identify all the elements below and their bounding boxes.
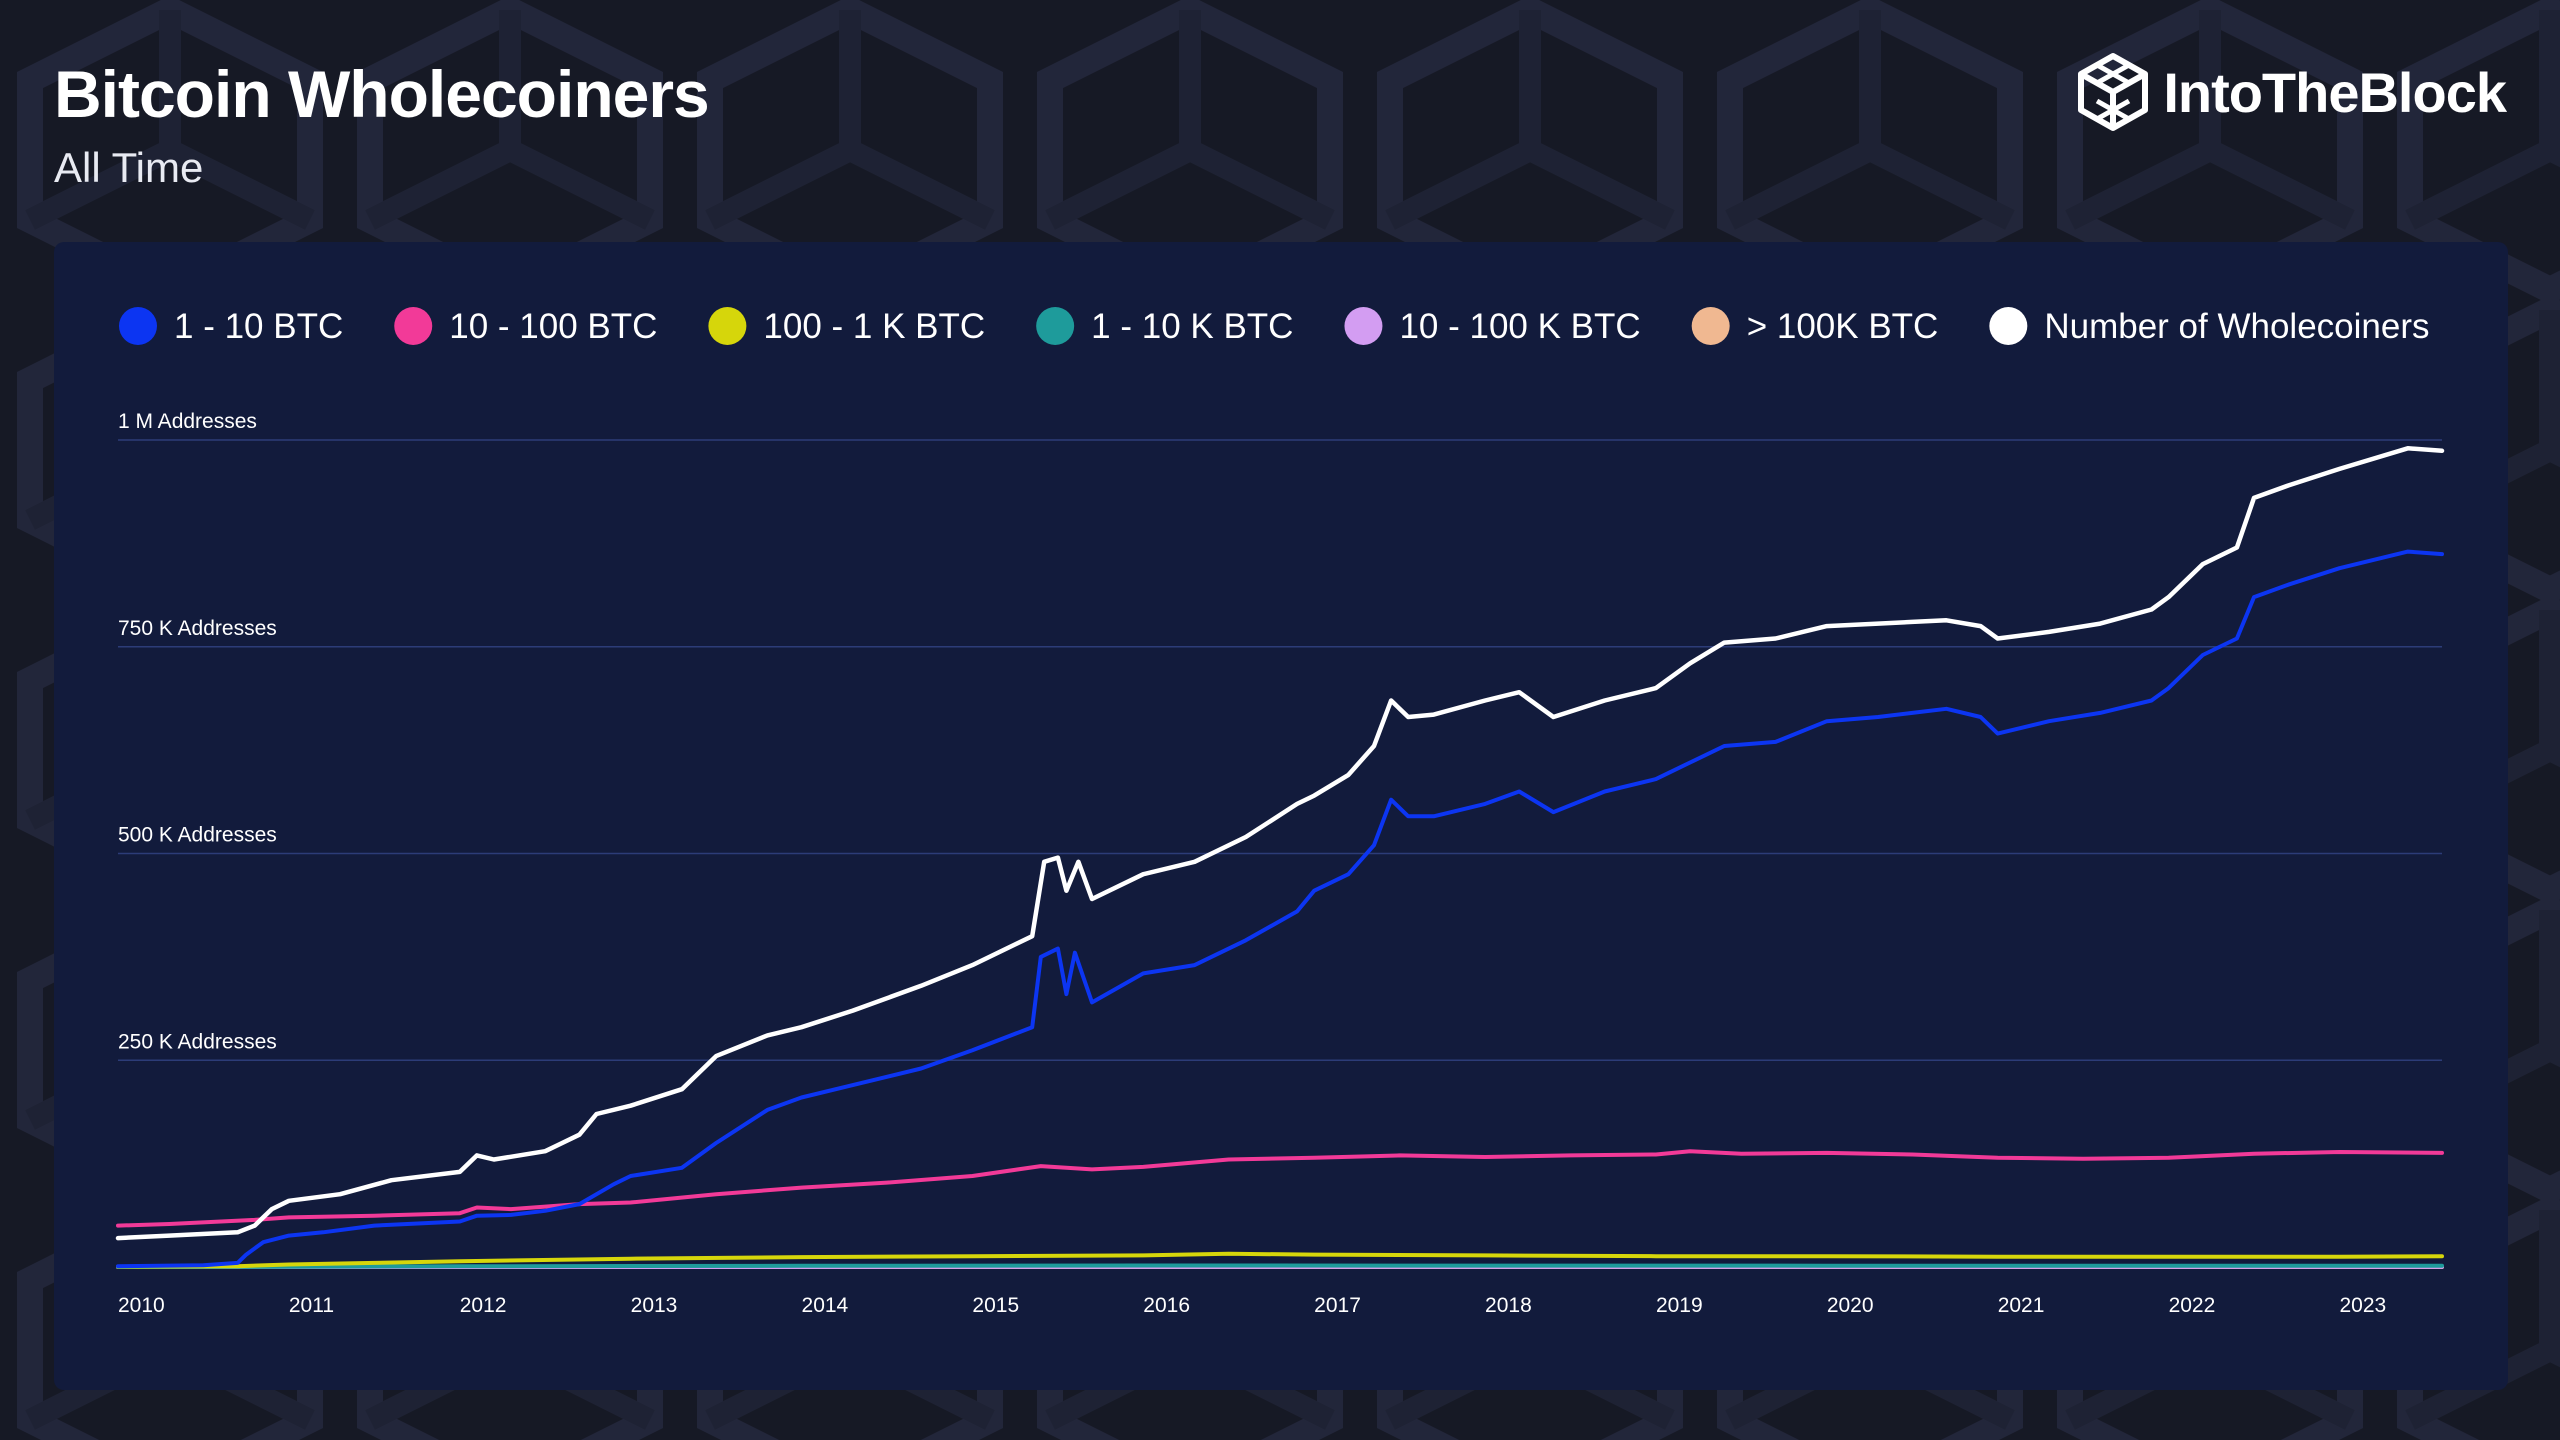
x-tick-label: 2014 (802, 1294, 849, 1317)
x-axis-labels: 2010 2011 2012 2013 2014 2015 2016 2017 2018 2019… (118, 1294, 2386, 1317)
x-tick-label: 2013 (631, 1294, 678, 1317)
x-tick-label: 2015 (972, 1294, 1019, 1317)
series-line-1-10-btc (116, 549, 2444, 1269)
brand-logo: IntoTheBlock (2077, 52, 2507, 132)
legend-label: > 100K BTC (1747, 307, 1939, 346)
legend-label: 10 - 100 K BTC (1399, 307, 1640, 346)
x-tick-label: 2012 (460, 1294, 507, 1317)
legend-label: 1 - 10 K BTC (1091, 307, 1293, 346)
x-tick-label: 2016 (1143, 1294, 1190, 1317)
grid-lines (118, 439, 2442, 1268)
legend-swatch (1344, 307, 1383, 345)
legend-item-100k-btc[interactable]: > 100K BTC (1691, 307, 1939, 346)
legend-item-1-10-btc[interactable]: 1 - 10 BTC (119, 307, 343, 346)
brand-name: IntoTheBlock (2163, 60, 2507, 124)
line-chart: 1 - 10 BTC 10 - 100 BTC 100 - 1 K BTC 1 - 1… (115, 307, 2445, 1317)
legend-item-100-1-k-btc[interactable]: 100 - 1 K BTC (708, 307, 985, 346)
y-tick-label: 250 K Addresses (118, 1030, 277, 1053)
legend-item-1-10-k-btc[interactable]: 1 - 10 K BTC (1036, 307, 1293, 346)
legend-swatch (1691, 307, 1730, 345)
x-tick-label: 2023 (2339, 1294, 2386, 1317)
x-tick-label: 2018 (1485, 1294, 1532, 1317)
x-tick-label: 2022 (2169, 1294, 2216, 1317)
series-lines (115, 446, 2445, 1269)
x-tick-label: 2011 (289, 1294, 334, 1317)
legend-label: 10 - 100 BTC (449, 307, 657, 346)
chart-panel: 1 - 10 BTC 10 - 100 BTC 100 - 1 K BTC 1 - 1… (54, 242, 2508, 1390)
y-axis-labels: 250 K Addresses 500 K Addresses 750 K Addr… (118, 410, 277, 1053)
legend-swatch (1989, 307, 2028, 345)
legend-swatch (394, 307, 433, 345)
legend-item-number-of-wholecoiners[interactable]: Number of Wholecoiners (1989, 307, 2429, 346)
intotheblock-logo-icon (2078, 53, 2149, 131)
x-tick-label: 2010 (118, 1294, 165, 1317)
legend-label: 100 - 1 K BTC (763, 307, 985, 346)
legend-swatch (1036, 307, 1075, 345)
legend-label: 1 - 10 BTC (174, 307, 343, 346)
y-tick-label: 1 M Addresses (118, 410, 257, 433)
page-title: Bitcoin Wholecoiners (54, 57, 710, 131)
series-line-number-of-wholecoiners (115, 446, 2445, 1241)
legend-swatch (708, 307, 747, 345)
x-tick-label: 2017 (1314, 1294, 1361, 1317)
page-subtitle: All Time (54, 144, 204, 191)
legend: 1 - 10 BTC 10 - 100 BTC 100 - 1 K BTC 1 - 1… (119, 307, 2429, 346)
x-tick-label: 2019 (1656, 1294, 1703, 1317)
x-tick-label: 2021 (1998, 1294, 2045, 1317)
legend-item-10-100-btc[interactable]: 10 - 100 BTC (394, 307, 657, 346)
y-tick-label: 500 K Addresses (118, 824, 277, 847)
series-line-10-100-btc (116, 1149, 2444, 1228)
legend-item-10-100-k-btc[interactable]: 10 - 100 K BTC (1344, 307, 1641, 346)
x-tick-label: 2020 (1827, 1294, 1874, 1317)
legend-label: Number of Wholecoiners (2044, 307, 2429, 346)
y-tick-label: 750 K Addresses (118, 617, 277, 640)
legend-swatch (119, 307, 157, 345)
series-line-1-10-k-btc (116, 1263, 2444, 1269)
series-line-100-1-k-btc (116, 1251, 2444, 1269)
